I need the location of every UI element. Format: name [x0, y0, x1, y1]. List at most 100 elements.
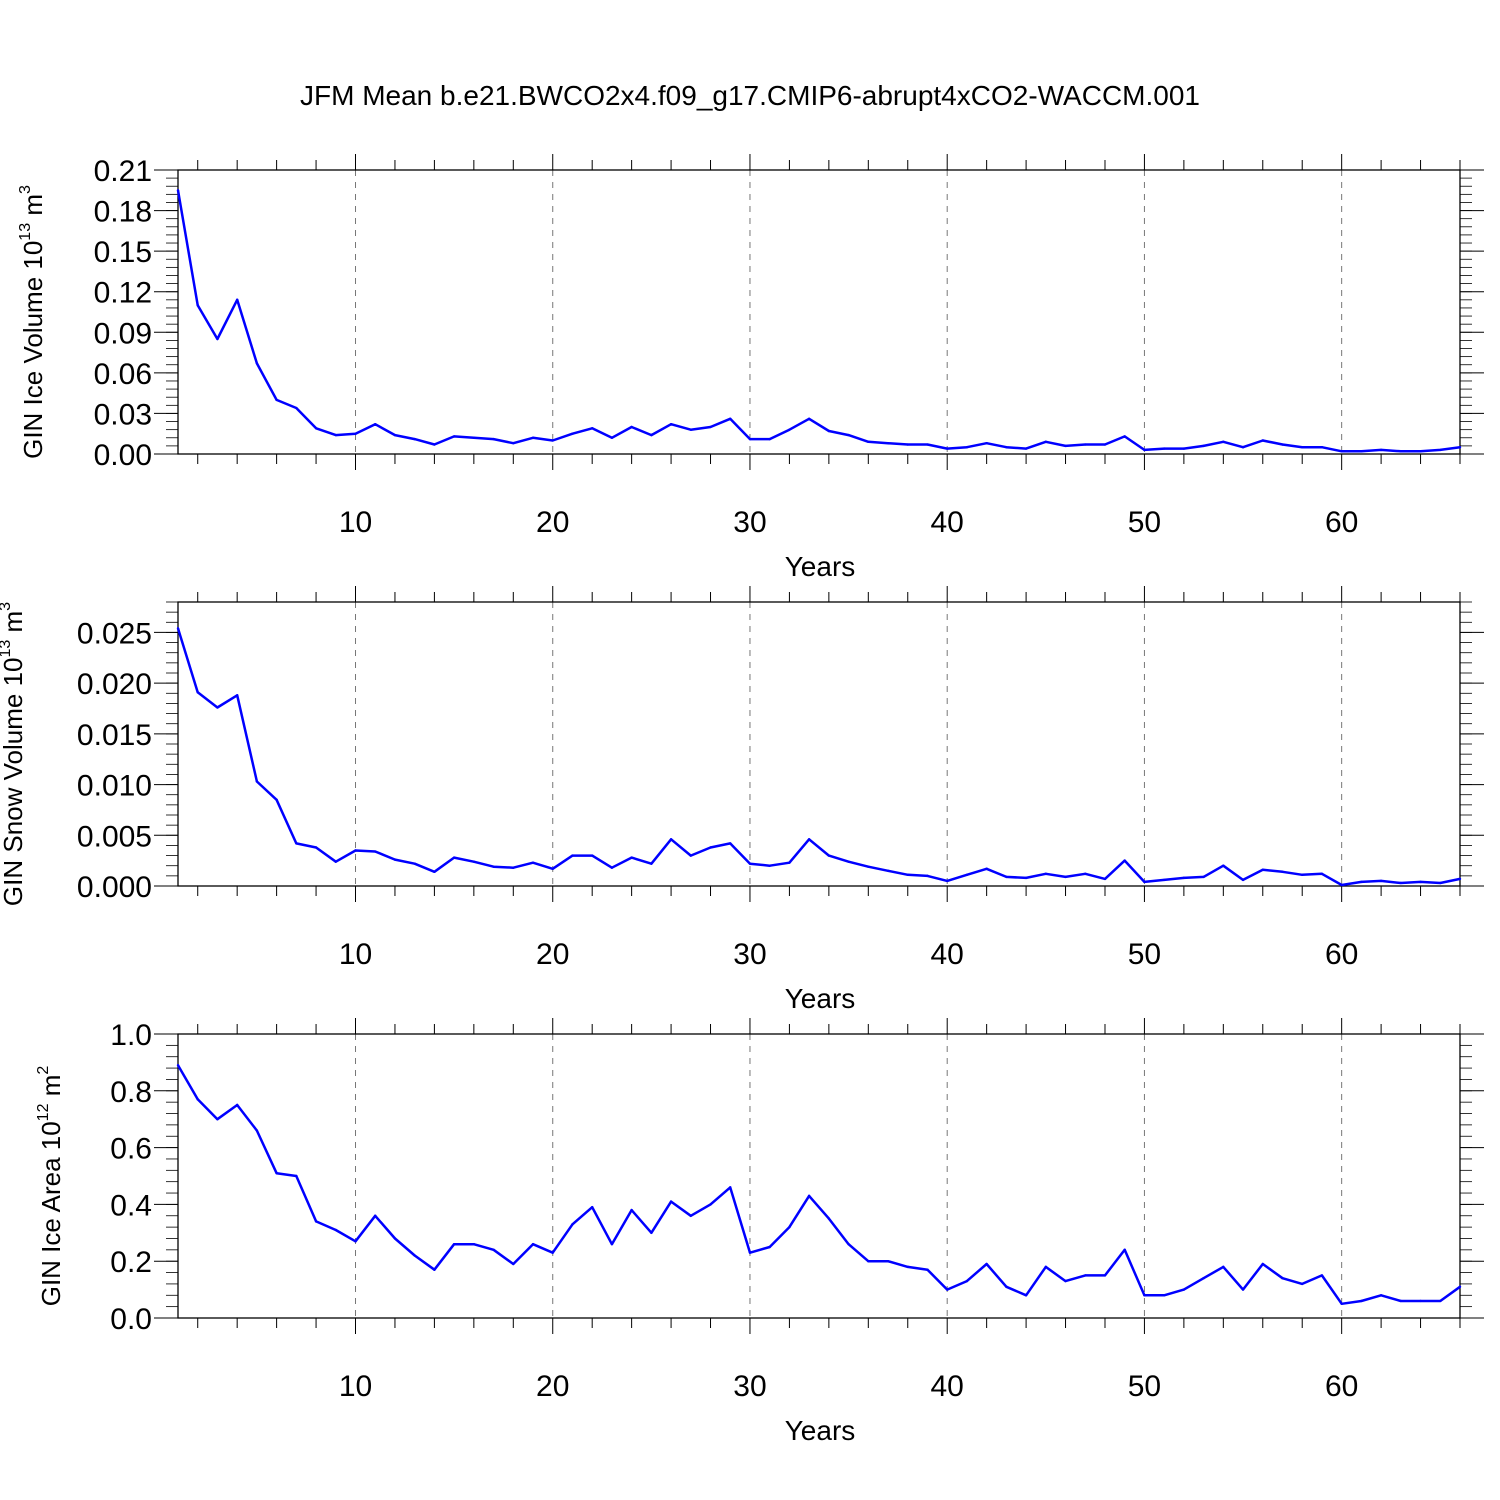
data-point — [1241, 878, 1245, 882]
data-point — [729, 417, 732, 421]
data-point — [472, 436, 476, 439]
data-point — [807, 1194, 811, 1198]
data-point — [433, 870, 436, 873]
data-point — [1162, 878, 1166, 882]
data-point — [669, 1200, 673, 1203]
data-point — [689, 854, 692, 857]
x-tick-label: 20 — [536, 506, 569, 539]
data-point — [1439, 1299, 1442, 1303]
data-point — [1143, 448, 1146, 452]
y-axis-label-main: GIN Ice Volume 10 — [18, 241, 48, 459]
data-point — [452, 1242, 456, 1246]
data-point — [1005, 875, 1008, 879]
y-tick-label: 0.21 — [94, 155, 152, 188]
data-point — [827, 1217, 831, 1220]
data-point — [413, 862, 416, 865]
data-point — [1281, 443, 1284, 446]
data-point — [314, 1220, 318, 1223]
data-point — [768, 437, 771, 441]
x-tick-label: 40 — [931, 938, 964, 971]
y-axis-label-unit-exponent: 3 — [17, 185, 34, 194]
data-point — [1281, 870, 1284, 873]
data-point — [1261, 439, 1264, 442]
data-point — [946, 1288, 949, 1291]
data-point — [729, 842, 732, 845]
data-point — [216, 706, 219, 709]
data-point — [689, 1214, 692, 1217]
data-point — [847, 433, 850, 437]
data-point — [886, 441, 890, 445]
data-point — [946, 879, 949, 883]
data-point — [275, 1171, 278, 1175]
data-point — [1202, 444, 1205, 448]
y-tick-label: 0.03 — [94, 398, 152, 431]
data-point — [1202, 875, 1205, 879]
data-point — [768, 864, 771, 867]
plot-frame — [177, 601, 1461, 887]
data-point — [1064, 1279, 1067, 1283]
figure-title: JFM Mean b.e21.BWCO2x4.f09_g17.CMIP6-abr… — [300, 80, 1200, 111]
y-axis-label-unit: m — [36, 1075, 66, 1104]
data-point — [1360, 450, 1363, 453]
data-point — [295, 1174, 298, 1178]
y-tick-label: 0.6 — [110, 1133, 152, 1166]
data-point — [610, 1242, 614, 1246]
data-point — [255, 1129, 259, 1132]
data-point — [235, 298, 239, 302]
x-axis-label: Years — [785, 1415, 856, 1446]
data-point — [788, 1225, 791, 1229]
data-point — [867, 865, 870, 868]
data-point — [571, 1223, 574, 1226]
data-point — [729, 1186, 732, 1189]
y-axis-label-unit: m — [0, 611, 28, 640]
data-point — [768, 1245, 771, 1249]
data-series-line — [176, 190, 1461, 453]
data-point — [1005, 446, 1008, 449]
data-point — [1458, 877, 1462, 881]
y-tick-label: 0.06 — [94, 358, 152, 391]
data-point — [610, 866, 614, 869]
data-point — [1379, 448, 1383, 452]
data-point — [807, 838, 811, 841]
data-point — [1024, 447, 1028, 450]
data-point — [630, 425, 633, 429]
x-tick-label: 30 — [733, 506, 766, 539]
data-point — [1064, 875, 1067, 879]
data-point — [1143, 880, 1146, 884]
data-point — [1261, 1262, 1264, 1266]
y-tick-label: 0.010 — [77, 770, 152, 803]
data-point — [255, 780, 259, 783]
data-point — [393, 858, 397, 861]
data-point — [590, 1206, 594, 1209]
data-point — [1064, 444, 1067, 448]
data-point — [1103, 443, 1107, 446]
data-point — [235, 1103, 239, 1107]
ice-area-panel: 10 20 30 40 50 60 0.0 0.2 0.4 0.6 0.8 1.0 Years GIN I… — [35, 1018, 1484, 1446]
data-point — [1024, 876, 1028, 880]
y-tick-label: 0.12 — [94, 277, 152, 310]
y-tick-label: 0.8 — [110, 1076, 152, 1109]
data-point — [354, 849, 357, 852]
data-point — [1261, 868, 1264, 871]
data-point — [788, 428, 791, 431]
data-point — [512, 866, 515, 869]
data-point — [965, 873, 969, 877]
data-point — [886, 869, 890, 872]
data-point — [946, 447, 949, 450]
y-tick-label: 0.005 — [77, 820, 152, 853]
data-point — [886, 1260, 890, 1263]
data-point — [1439, 881, 1442, 885]
data-series-line — [176, 628, 1461, 887]
data-point — [1222, 1265, 1225, 1269]
x-tick-label: 40 — [931, 506, 964, 539]
data-point — [1123, 1248, 1126, 1252]
data-point — [1084, 443, 1087, 446]
data-point — [807, 417, 811, 421]
data-point — [1320, 446, 1324, 449]
data-point — [709, 846, 712, 849]
data-point — [650, 1231, 653, 1235]
data-point — [1182, 447, 1186, 450]
data-point — [906, 873, 909, 877]
data-point — [314, 427, 318, 430]
data-point — [1379, 879, 1383, 883]
